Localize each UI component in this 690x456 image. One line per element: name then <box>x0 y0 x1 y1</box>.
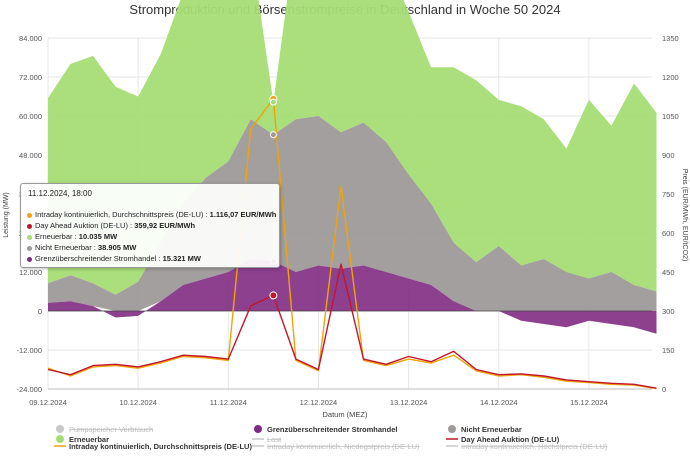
line-intraday <box>47 98 657 390</box>
x-axis-label: Datum (MEZ) <box>323 410 369 419</box>
y-tick-right: 150 <box>662 346 675 355</box>
y-tick-right: 1050 <box>662 112 679 121</box>
x-tick-label: 15.12.2024 <box>570 398 608 407</box>
tooltip-row-value: 10.035 MW <box>78 232 118 241</box>
legend-item[interactable]: Nicht Erneuerbar <box>448 425 522 434</box>
y-tick-right: 600 <box>662 229 675 238</box>
x-tick-label: 14.12.2024 <box>480 398 518 407</box>
y-tick-left: 48.000 <box>19 151 42 160</box>
legend-item[interactable]: Intraday kontinuierlich, Höchstpreis (DE… <box>446 442 608 451</box>
legend-circle-icon <box>56 435 64 443</box>
tooltip-dot-icon <box>27 212 32 218</box>
y-tick-right: 1200 <box>662 73 679 82</box>
y-tick-right: 450 <box>662 268 675 277</box>
legend-item[interactable]: Intraday kontinuierlich, Durchschnittspr… <box>54 442 252 451</box>
x-tick-label: 11.12.2024 <box>210 398 247 407</box>
x-tick-label: 09.12.2024 <box>29 398 67 407</box>
tooltip-dot-icon <box>27 223 32 229</box>
legend-item[interactable]: Pumpspeicher Verbrauch <box>56 425 153 434</box>
tooltip: 11.12.2024, 18:00 Intraday kontinuierlic… <box>20 183 280 268</box>
y-tick-right: 0 <box>662 385 666 394</box>
tooltip-row-value: 359,92 EUR/MWh <box>134 221 196 230</box>
marker-day-ahead <box>269 291 278 300</box>
tooltip-row-name: Grenzüberschreitender Stromhandel <box>35 254 157 263</box>
legend-label: Intraday kontinuierlich, Höchstpreis (DE… <box>461 442 608 451</box>
legend-item[interactable]: Intraday kontinuierlich, Niedrigstpreis … <box>252 442 420 451</box>
x-tick-label: 13.12.2024 <box>390 398 428 407</box>
area-erneuerbar <box>48 0 657 295</box>
legend-label: Nicht Erneuerbar <box>461 425 522 434</box>
tooltip-row-name: Nicht Erneuerbar <box>35 243 92 252</box>
tooltip-dot-icon <box>27 245 32 251</box>
legend-label: Pumpspeicher Verbrauch <box>69 425 153 434</box>
y-tick-right: 1350 <box>662 34 679 43</box>
y-tick-left: 12.000 <box>19 268 42 277</box>
tooltip-row: Day Ahead Auktion (DE-LU) : 359,92 EUR/M… <box>27 221 195 230</box>
y-axis-left-label: Leistung (MW) <box>3 192 10 238</box>
marker-erneuerbar <box>269 98 277 106</box>
tooltip-row-name: Erneuerbar <box>35 232 73 241</box>
line-day-ahead <box>47 263 657 389</box>
area-grenzueberschreitender-stromhandel <box>48 259 657 334</box>
legend-circle-icon <box>448 425 456 433</box>
legend-label: Intraday kontinuierlich, Durchschnittspr… <box>69 442 252 451</box>
marker-nicht-erneuerbar <box>269 131 277 139</box>
y-tick-left: -12.000 <box>17 346 42 355</box>
tooltip-dot-icon <box>27 234 32 240</box>
y-tick-right: 300 <box>662 307 675 316</box>
legend-circle-icon <box>254 425 262 433</box>
tooltip-row-name: Day Ahead Auktion (DE-LU) <box>35 221 128 230</box>
tooltip-row: Nicht Erneuerbar : 38.905 MW <box>27 243 136 252</box>
y-tick-right: 750 <box>662 190 675 199</box>
y-tick-left: 0 <box>38 307 42 316</box>
tooltip-dot-icon <box>27 256 32 262</box>
tooltip-row-value: 1.116,07 EUR/MWh <box>209 210 277 219</box>
tooltip-row-name: Intraday kontinuierlich, Durchschnittspr… <box>35 210 204 219</box>
y-tick-left: 60.000 <box>19 112 42 121</box>
y-axis-right-label: Preis (EUR/MWh, EUR/tCO2) <box>681 169 688 262</box>
legend-item[interactable]: Erneuerbar <box>56 435 109 444</box>
legend-item[interactable]: Last <box>252 435 282 444</box>
legend-label: Day Ahead Auktion (DE-LU) <box>461 435 560 444</box>
tooltip-row-value: 15.321 MW <box>162 254 201 263</box>
y-tick-left: 84.000 <box>19 34 42 43</box>
legend-label: Last <box>267 435 282 444</box>
legend-label: Intraday kontinuierlich, Niedrigstpreis … <box>267 442 420 451</box>
tooltip-row: Grenzüberschreitender Stromhandel : 15.3… <box>27 254 201 263</box>
tooltip-row-value: 38.905 MW <box>97 243 137 252</box>
tooltip-row: Intraday kontinuierlich, Durchschnittspr… <box>27 210 276 219</box>
tooltip-title: 11.12.2024, 18:00 <box>28 189 92 198</box>
legend-item[interactable]: Day Ahead Auktion (DE-LU) <box>446 435 560 444</box>
y-tick-left: 72.000 <box>19 73 42 82</box>
y-tick-right: 900 <box>662 151 675 160</box>
x-tick-label: 10.12.2024 <box>119 398 157 407</box>
legend-label: Grenzüberschreitender Stromhandel <box>267 425 397 434</box>
legend-item[interactable]: Grenzüberschreitender Stromhandel <box>254 425 397 434</box>
legend-circle-icon <box>56 425 64 433</box>
tooltip-row: Erneuerbar : 10.035 MW <box>27 232 117 241</box>
y-tick-left: -24.000 <box>17 385 42 394</box>
legend-label: Erneuerbar <box>69 435 109 444</box>
x-tick-label: 12.12.2024 <box>300 398 338 407</box>
